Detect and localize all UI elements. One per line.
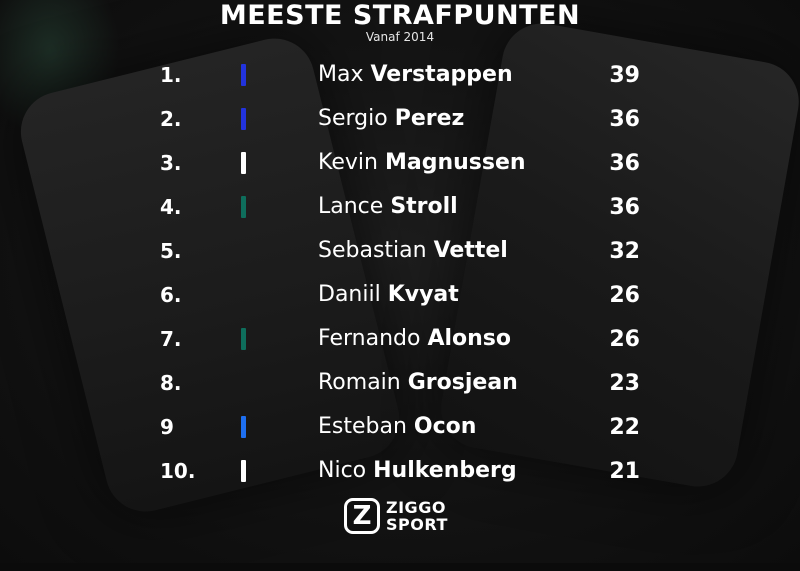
penalty-points: 26 (609, 283, 640, 308)
team-color-bar (241, 152, 246, 174)
penalty-points: 22 (609, 415, 640, 440)
team-color-bar (241, 196, 246, 218)
ziggo-z-icon: Z (344, 498, 380, 534)
team-color-bar (241, 460, 246, 482)
list-item: 7. Fernando Alonso 26 (0, 318, 800, 362)
list-item: 8. Romain Grosjean 23 (0, 362, 800, 406)
rank-number: 8. (160, 371, 182, 395)
rank-number: 10. (160, 459, 196, 483)
list-item: 5. Sebastian Vettel 32 (0, 230, 800, 274)
driver-first-name: Max (318, 62, 364, 87)
driver-last-name: Stroll (390, 194, 458, 219)
bottom-strip (0, 563, 800, 571)
driver-name: Esteban Ocon (318, 414, 476, 439)
driver-name: Nico Hulkenberg (318, 458, 517, 483)
penalty-points: 32 (609, 239, 640, 264)
rank-number: 2. (160, 107, 182, 131)
team-color-bar (241, 108, 246, 130)
logo-mark-letter: Z (352, 501, 372, 531)
rank-number: 3. (160, 151, 182, 175)
driver-name: Lance Stroll (318, 194, 458, 219)
list-item: 6. Daniil Kvyat 26 (0, 274, 800, 318)
list-item: 9 Esteban Ocon 22 (0, 406, 800, 450)
penalty-points: 26 (609, 327, 640, 352)
driver-name: Sebastian Vettel (318, 238, 508, 263)
list-item: 2. Sergio Perez 36 (0, 98, 800, 142)
driver-first-name: Sergio (318, 106, 388, 131)
penalty-points: 39 (609, 63, 640, 88)
rank-number: 5. (160, 239, 182, 263)
driver-last-name: Ocon (413, 414, 477, 439)
list-item: 10. Nico Hulkenberg 21 (0, 450, 800, 494)
rank-number: 7. (160, 327, 182, 351)
ziggo-sport-logo: Z ZIGGO SPORT (344, 498, 448, 534)
driver-name: Max Verstappen (318, 62, 513, 87)
driver-last-name: Alonso (427, 326, 511, 351)
list-item: 1. Max Verstappen 39 (0, 54, 800, 98)
driver-first-name: Kevin (318, 150, 378, 175)
page-title: MEESTE STRAFPUNTEN (219, 0, 581, 31)
driver-last-name: Grosjean (407, 370, 518, 395)
driver-first-name: Esteban (318, 414, 407, 439)
rank-number: 6. (160, 283, 182, 307)
ranking-list: 1. Max Verstappen 39 2. Sergio Perez 36 … (0, 54, 800, 494)
rank-number: 9 (160, 415, 174, 439)
driver-last-name: Kvyat (387, 282, 459, 307)
list-item: 3. Kevin Magnussen 36 (0, 142, 800, 186)
rank-number: 4. (160, 195, 182, 219)
team-color-bar (241, 64, 246, 86)
page-subtitle: Vanaf 2014 (365, 30, 435, 44)
driver-first-name: Romain (318, 370, 401, 395)
penalty-points: 36 (609, 107, 640, 132)
driver-last-name: Hulkenberg (373, 458, 517, 483)
driver-first-name: Fernando (318, 326, 421, 351)
logo-line-2: SPORT (386, 515, 448, 534)
logo-wordmark: ZIGGO SPORT (386, 499, 448, 533)
driver-last-name: Magnussen (384, 150, 526, 175)
driver-first-name: Daniil (318, 282, 381, 307)
driver-last-name: Perez (394, 106, 465, 131)
driver-name: Kevin Magnussen (318, 150, 526, 175)
rank-number: 1. (160, 63, 182, 87)
driver-name: Sergio Perez (318, 106, 464, 131)
driver-last-name: Verstappen (370, 62, 513, 87)
penalty-points: 23 (609, 371, 640, 396)
penalty-points: 36 (609, 195, 640, 220)
driver-first-name: Nico (318, 458, 367, 483)
driver-first-name: Sebastian (318, 238, 427, 263)
driver-first-name: Lance (318, 194, 384, 219)
team-color-bar (241, 416, 246, 438)
driver-name: Romain Grosjean (318, 370, 518, 395)
driver-last-name: Vettel (433, 238, 508, 263)
logo-line-1: ZIGGO (386, 498, 446, 517)
penalty-points: 36 (609, 151, 640, 176)
team-color-bar (241, 328, 246, 350)
driver-name: Daniil Kvyat (318, 282, 459, 307)
penalty-points: 21 (609, 459, 640, 484)
driver-name: Fernando Alonso (318, 326, 511, 351)
list-item: 4. Lance Stroll 36 (0, 186, 800, 230)
